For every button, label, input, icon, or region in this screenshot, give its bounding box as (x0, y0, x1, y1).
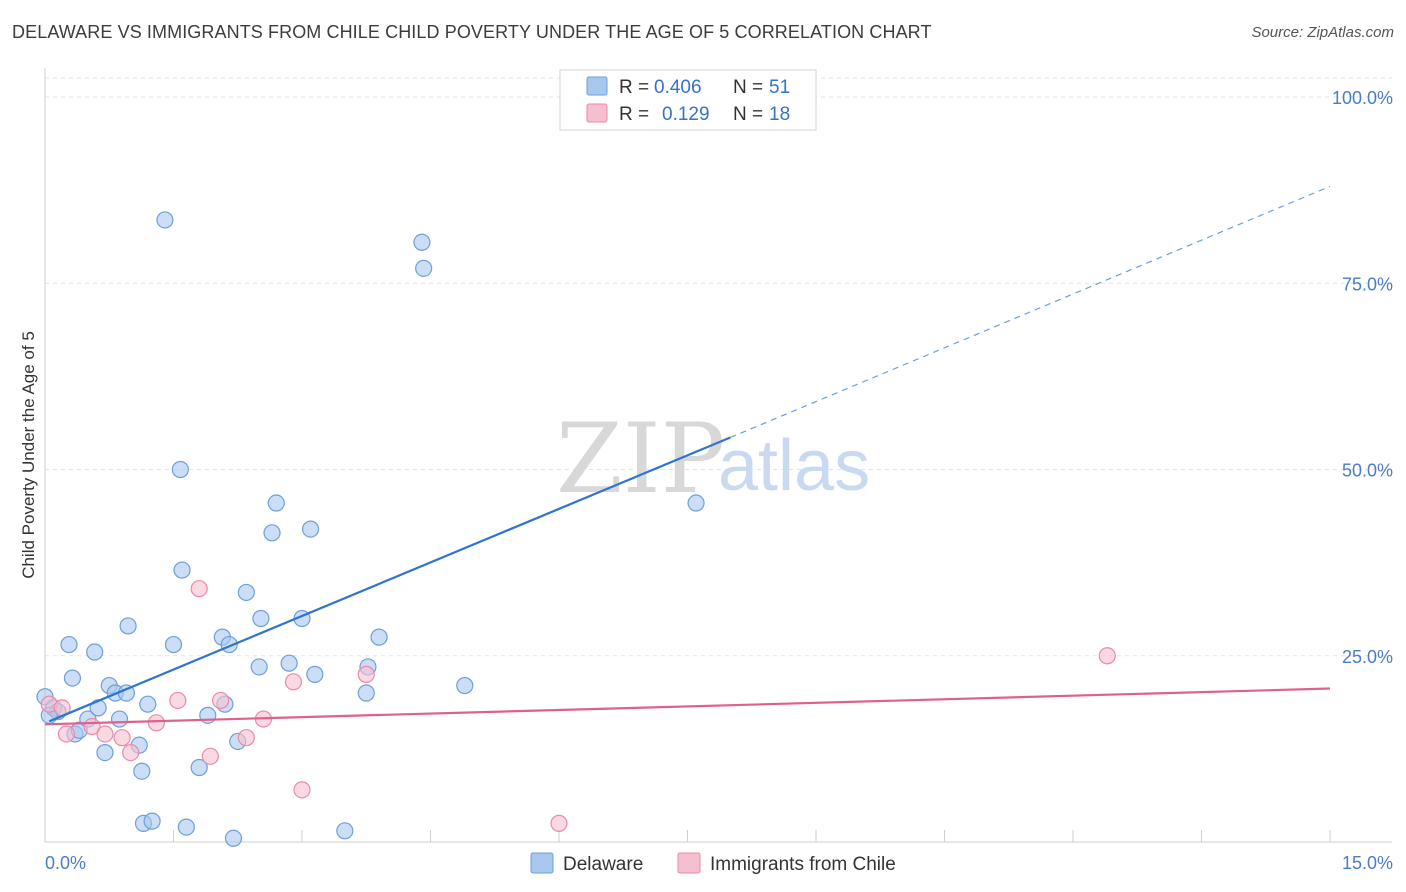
delaware-point (456, 676, 474, 695)
bottom-legend-swatch-delaware (530, 852, 554, 874)
delaware-point (687, 494, 705, 512)
delaware-point (171, 460, 189, 479)
chile-point (357, 665, 375, 683)
chile-point (1098, 647, 1116, 665)
trend-lines (44, 185, 1331, 726)
delaware-point (143, 812, 161, 830)
delaware-point (301, 520, 320, 538)
chile-point (57, 725, 76, 743)
chile-point (113, 729, 131, 747)
y-tick-label: 75.0% (1342, 274, 1393, 294)
legend-n-value-1: 51 (769, 77, 790, 98)
data-points (36, 211, 1116, 847)
source-label: Source: ZipAtlas.com (1251, 24, 1394, 41)
legend-n-label-1: N = (733, 77, 763, 98)
grid-lines (45, 77, 1392, 657)
delaware-point (280, 654, 298, 672)
tick-labels: 25.0% 50.0% 75.0% 100.0% 0.0% 15.0% (45, 88, 1393, 873)
delaware-trend-extension (730, 185, 1331, 439)
delaware-point (164, 635, 183, 654)
chile-point (550, 814, 568, 832)
delaware-point (96, 743, 114, 762)
delaware-point (415, 259, 433, 277)
delaware-point (263, 524, 281, 542)
chart-title: DELAWARE VS IMMIGRANTS FROM CHILE CHILD … (12, 22, 932, 42)
y-tick-label: 100.0% (1332, 88, 1393, 108)
legend-r-label-2: R = (619, 104, 649, 125)
chile-trend-line (44, 687, 1331, 726)
delaware-point (139, 695, 157, 713)
chile-point (96, 725, 114, 743)
delaware-point (119, 617, 137, 635)
delaware-point (357, 684, 375, 702)
chile-point (190, 580, 208, 598)
chile-point (212, 691, 230, 710)
legend-n-label-2: N = (733, 104, 763, 125)
delaware-point (60, 635, 78, 654)
delaware-point (224, 829, 243, 847)
delaware-point (306, 665, 324, 683)
delaware-point (63, 669, 82, 687)
x-tick-label-max: 15.0% (1342, 853, 1393, 873)
delaware-point (133, 762, 151, 780)
legend-n-value-2: 18 (769, 104, 790, 125)
chile-point (237, 729, 255, 747)
delaware-point (252, 609, 270, 628)
x-tick-label-min: 0.0% (45, 853, 86, 873)
series-legend: Delaware Immigrants from Chile (530, 852, 896, 875)
bottom-legend-label-delaware: Delaware (563, 854, 643, 875)
delaware-point (173, 561, 191, 579)
chile-point (284, 673, 303, 691)
delaware-point (177, 818, 195, 836)
chile-point (122, 743, 140, 762)
delaware-point (250, 658, 268, 676)
delaware-point (336, 822, 354, 840)
chile-point (169, 691, 187, 710)
correlation-legend: R = 0.406 N = 51 R = 0.129 N = 18 (559, 69, 817, 131)
delaware-point (413, 233, 431, 251)
delaware-point (156, 211, 174, 229)
legend-swatch-delaware (586, 76, 608, 96)
delaware-point (190, 758, 208, 777)
chile-point (293, 781, 311, 799)
delaware-point (86, 643, 104, 661)
y-tick-label: 25.0% (1342, 647, 1393, 667)
delaware-point (267, 494, 285, 512)
delaware-point (370, 628, 388, 646)
bottom-legend-label-chile: Immigrants from Chile (710, 854, 896, 875)
y-tick-label: 50.0% (1342, 461, 1393, 481)
legend-r-value-2: 0.129 (662, 104, 710, 125)
watermark-atlas: atlas (718, 426, 870, 506)
legend-swatch-chile (586, 103, 608, 123)
y-axis-label: Child Poverty Under the Age of 5 (19, 331, 38, 579)
delaware-point (237, 583, 255, 602)
chile-point (147, 714, 165, 732)
bottom-legend-swatch-chile (677, 852, 701, 874)
legend-r-value-1: 0.406 (654, 77, 702, 98)
watermark: ZIP atlas (556, 403, 870, 515)
delaware-trend-line (48, 436, 731, 723)
delaware-point (110, 710, 129, 728)
legend-r-label-1: R = (619, 77, 649, 98)
chile-point (201, 747, 219, 765)
